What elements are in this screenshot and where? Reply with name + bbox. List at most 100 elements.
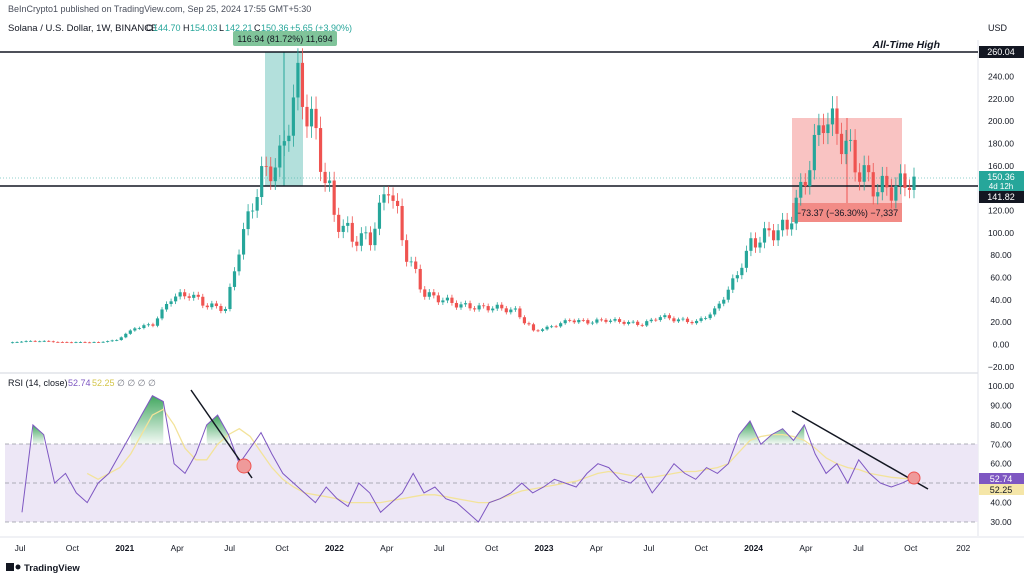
time-tick-label: Jul (434, 543, 445, 553)
time-tick-label: 2021 (115, 543, 134, 553)
price-tick-label: 100.00 (988, 228, 1014, 238)
candle-body (174, 296, 178, 302)
rsi-ma-badge (979, 484, 1024, 495)
candle-body (214, 303, 218, 307)
candle-body (10, 342, 15, 344)
time-tick-label: Jul (853, 543, 864, 553)
candle-body (386, 194, 391, 196)
candle-body (590, 322, 594, 324)
time-to-close-text: 4d 12h (989, 182, 1013, 191)
candle-body (92, 342, 96, 343)
candle-body (377, 202, 382, 229)
candle-body (717, 303, 721, 309)
candle-body (504, 308, 508, 313)
candle-body (486, 306, 490, 311)
candle-body (704, 318, 708, 319)
candle-body (355, 241, 359, 246)
candle-body (654, 319, 658, 321)
candle-body (640, 324, 644, 326)
time-tick-label: Oct (904, 543, 918, 553)
candle-body (776, 230, 780, 241)
candle-body (477, 305, 481, 310)
candle-body (210, 303, 214, 308)
candle-body (15, 342, 19, 343)
candle-body (318, 128, 323, 172)
candle-body (572, 320, 576, 323)
candle-body (418, 268, 422, 290)
time-tick-label: Apr (380, 543, 393, 553)
candle-body (133, 328, 137, 331)
candle-body (160, 309, 164, 319)
candle-body (432, 292, 436, 296)
candle-body (241, 229, 246, 255)
candle-body (128, 330, 132, 334)
ohlc-open-value: 144.70 (153, 23, 181, 33)
candle-body (110, 340, 114, 342)
candle-body (491, 308, 495, 311)
ohlc-close-label: C (254, 23, 261, 33)
candle-body (97, 342, 101, 343)
candle-body (314, 108, 318, 129)
candle-body (731, 278, 735, 290)
candle-body (482, 305, 486, 307)
candle-body (894, 185, 898, 201)
candle-body (255, 197, 259, 211)
time-tick-label: Oct (695, 543, 709, 553)
candle-body (880, 175, 884, 193)
candle-body (781, 219, 785, 231)
candle-body (536, 330, 540, 332)
candle-body (722, 299, 726, 304)
candle-body (305, 106, 309, 127)
candle-body (47, 340, 51, 342)
candle-body (577, 319, 581, 323)
candle-body (785, 219, 789, 230)
price-tick-label: 40.00 (990, 295, 1012, 305)
candle-body (69, 342, 74, 344)
candle-body (183, 292, 187, 297)
candle-body (468, 303, 472, 309)
candle-body (599, 319, 604, 321)
price-tick-label: 60.00 (990, 273, 1012, 283)
candle-body (323, 171, 327, 184)
candle-body (373, 228, 377, 246)
candle-body (509, 309, 513, 313)
candle-body (423, 289, 427, 297)
candle-body (350, 222, 354, 242)
candle-body (201, 296, 205, 306)
candle-body (912, 176, 916, 190)
ohlc-high-value: 154.03 (190, 23, 218, 33)
candle-body (269, 166, 273, 182)
rsi-extra: ∅ ∅ ∅ ∅ (117, 378, 156, 388)
candle-body (445, 297, 449, 301)
candle-body (812, 134, 816, 171)
candle-body (382, 194, 386, 203)
candle-body (817, 125, 821, 135)
rsi-value-badge (979, 473, 1024, 485)
price-tick-label: 220.00 (988, 94, 1014, 104)
candle-body (155, 318, 160, 326)
candle-body (808, 170, 812, 187)
candle-body (803, 181, 807, 187)
price-tick-label: 180.00 (988, 139, 1014, 149)
time-tick-label: Apr (171, 543, 184, 553)
candle-body (726, 289, 730, 300)
candle-body (649, 319, 653, 322)
candle-body (554, 326, 558, 328)
candle-body (178, 292, 182, 297)
candle-body (581, 319, 585, 321)
rally-measure-label-bg (233, 31, 337, 46)
candle-body (441, 300, 445, 303)
rsi-line (21, 395, 914, 523)
candle-body (531, 324, 536, 331)
rsi-value: 52.74 (68, 378, 91, 388)
candle-body (282, 141, 286, 146)
candle-body (767, 228, 771, 231)
candle-body (142, 325, 146, 329)
candle-body (631, 321, 635, 323)
candle-body (740, 267, 744, 276)
candle-body (337, 214, 341, 232)
candle-body (676, 319, 681, 322)
candle-body (627, 321, 631, 324)
candle-body (124, 333, 128, 338)
